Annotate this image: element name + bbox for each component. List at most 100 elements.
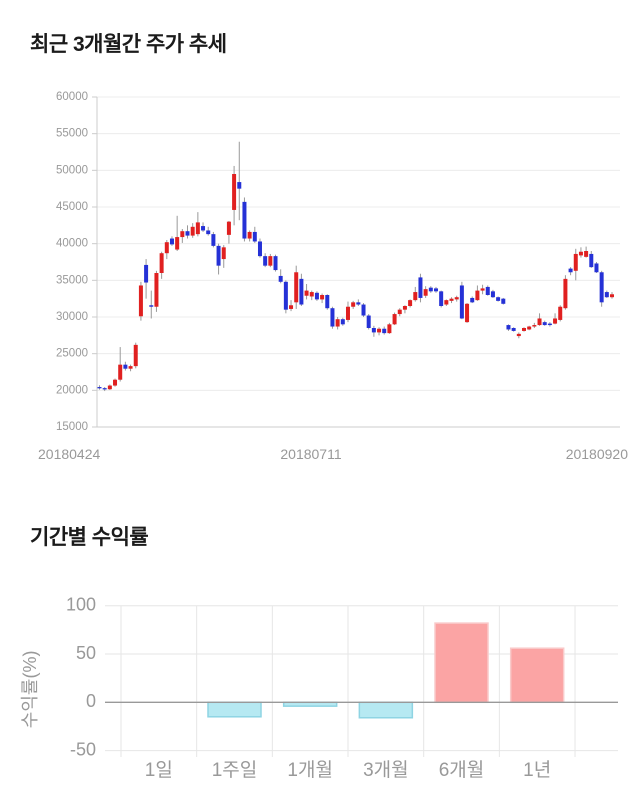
candle-down: [506, 325, 511, 330]
candle-up: [584, 251, 589, 257]
candle-down: [123, 364, 128, 369]
candle-up: [175, 237, 180, 250]
y-tick-label: 20000: [56, 384, 88, 396]
candle-up: [154, 273, 159, 307]
y-axis-title: 수익률(%): [20, 651, 40, 729]
candle-up: [449, 298, 454, 301]
candle-up: [268, 256, 273, 266]
y-tick-label: 50: [76, 643, 96, 663]
candle-up: [289, 305, 294, 309]
candle-down: [201, 226, 206, 231]
candle-up: [180, 231, 185, 238]
candle-down: [356, 302, 361, 305]
candle-up: [423, 289, 428, 296]
x-category-label: 1년: [523, 759, 551, 781]
bars-group: [207, 622, 565, 719]
candle-up: [610, 294, 614, 298]
candle-up: [578, 251, 583, 256]
candle-down: [206, 230, 211, 235]
period-return-bar-chart: 100 50 0 -50 1일 1주일 1개월 3개월 6개월 1년 수익률(%): [20, 594, 618, 781]
candle-up: [408, 300, 413, 306]
x-category-label: 1일: [145, 759, 173, 781]
candle-up: [226, 221, 231, 235]
price-trend-title: 최근 3개월간 주가 추세: [30, 33, 227, 56]
y-tick-label: 40000: [56, 238, 88, 250]
candle-up: [247, 231, 252, 239]
candle-down: [470, 297, 475, 303]
x-category-label: 6개월: [439, 759, 485, 781]
candle-down: [278, 275, 283, 282]
candle-down: [283, 281, 288, 310]
y-tick-label: 0: [86, 691, 96, 711]
candle-up: [387, 324, 392, 334]
y-tick-label: 55000: [56, 128, 88, 140]
candle-down: [149, 305, 154, 307]
candle-up: [107, 385, 112, 390]
candle-up: [304, 290, 309, 296]
x-category-label: 3개월: [363, 759, 409, 781]
candle-up: [118, 364, 123, 380]
candle-up: [309, 292, 314, 297]
candle-up: [159, 253, 164, 273]
y-tick-label: 25000: [56, 348, 88, 360]
candle-down: [594, 263, 599, 273]
candle-down: [273, 256, 278, 271]
candle-up: [516, 333, 521, 337]
candle-down: [568, 268, 573, 273]
candle-up: [377, 328, 382, 333]
candle-up: [128, 366, 133, 369]
candle-up: [454, 297, 459, 300]
candle-up: [164, 242, 169, 254]
candle-up: [397, 309, 402, 315]
candle-up: [402, 306, 407, 310]
candle-up: [532, 325, 537, 327]
x-category-label: 1주일: [212, 759, 258, 781]
candle-down: [257, 241, 262, 257]
candle-up: [475, 290, 480, 301]
candle-down: [382, 328, 387, 334]
candle-down: [433, 288, 438, 292]
candlestick-chart: 60000 55000 50000 45000 40000 35000 30000 25000…: [38, 91, 629, 462]
bar-negative: [207, 701, 262, 718]
y-tick-label: 45000: [56, 201, 88, 213]
period-return-title: 기간별 수익률: [30, 526, 149, 549]
candle-down: [428, 287, 433, 292]
candle-down: [501, 298, 506, 304]
candle-down: [252, 231, 257, 242]
candle-up: [221, 247, 226, 260]
candle-down: [242, 201, 247, 239]
candle-down: [211, 234, 216, 246]
candle-down: [237, 182, 242, 189]
candle-up: [351, 302, 356, 307]
candles-group: [97, 141, 614, 392]
candle-down: [169, 238, 174, 245]
candle-up: [413, 292, 418, 301]
candle-down: [439, 291, 444, 306]
candle-up: [444, 300, 449, 305]
candle-up: [133, 344, 138, 367]
bar-positive: [509, 647, 565, 704]
candle-down: [589, 253, 594, 268]
candle-up: [190, 226, 195, 236]
candle-up: [553, 318, 558, 324]
bar-negative: [358, 701, 414, 719]
y-tick-label: 30000: [56, 311, 88, 323]
candle-up: [294, 272, 299, 303]
y-tick-label: 35000: [56, 274, 88, 286]
x-category-label: 1개월: [287, 759, 333, 781]
candle-down: [102, 388, 107, 390]
candle-down: [340, 319, 345, 325]
candle-up: [573, 253, 578, 271]
y-tick-label: 50000: [56, 164, 88, 176]
y-tick-label: 60000: [56, 91, 88, 103]
candle-up: [345, 306, 350, 320]
candle-down: [366, 315, 371, 328]
x-tick-label: 20180920: [566, 446, 629, 462]
candle-up: [527, 326, 532, 330]
candle-down: [485, 286, 490, 295]
candle-down: [490, 291, 495, 298]
candle-down: [299, 278, 304, 305]
candle-down: [371, 328, 376, 333]
candle-up: [195, 222, 200, 235]
candle-up: [465, 303, 470, 323]
